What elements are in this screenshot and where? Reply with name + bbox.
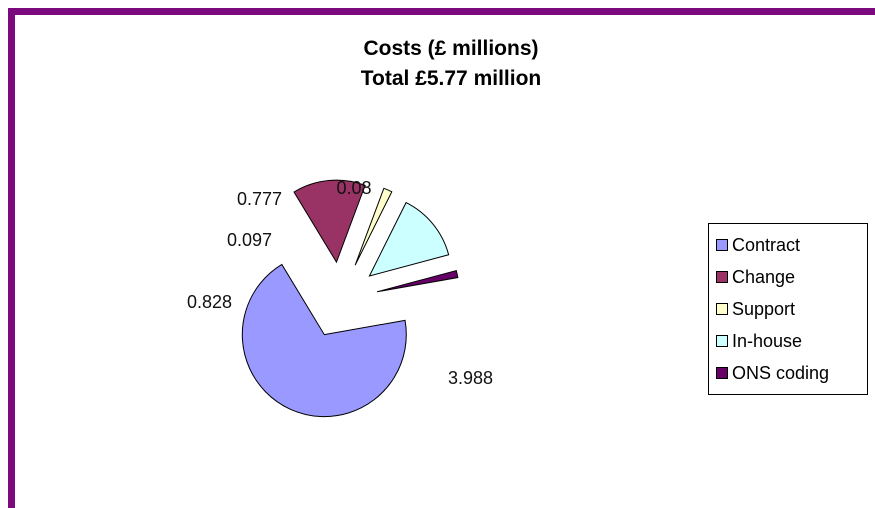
legend-label-in-house: In-house — [732, 331, 802, 352]
legend-swatch-ons-coding — [716, 367, 728, 379]
legend-item-change: Change — [716, 261, 867, 293]
pie-slice-contract — [242, 264, 406, 416]
legend-label-change: Change — [732, 267, 795, 288]
legend-swatch-support — [716, 303, 728, 315]
legend-item-support: Support — [716, 293, 867, 325]
legend-item-in-house: In-house — [716, 325, 867, 357]
chart-legend: Contract Change Support In-house ONS cod… — [708, 223, 868, 395]
data-label-in-house: 0.777 — [237, 189, 282, 209]
data-label-ons-coding: 0.08 — [336, 178, 371, 198]
legend-swatch-in-house — [716, 335, 728, 347]
legend-item-ons-coding: ONS coding — [716, 357, 867, 389]
data-label-change: 0.828 — [187, 292, 232, 312]
data-label-contract: 3.988 — [448, 368, 493, 388]
legend-label-support: Support — [732, 299, 795, 320]
legend-label-contract: Contract — [732, 235, 800, 256]
pie-slice-ons-coding — [377, 271, 458, 292]
legend-swatch-change — [716, 271, 728, 283]
legend-swatch-contract — [716, 239, 728, 251]
data-label-support: 0.097 — [227, 230, 272, 250]
legend-label-ons-coding: ONS coding — [732, 363, 829, 384]
legend-item-contract: Contract — [716, 229, 867, 261]
